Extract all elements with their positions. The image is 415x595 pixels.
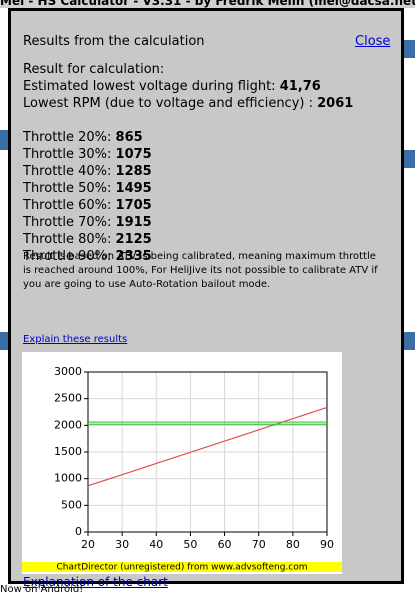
throttle-value: 2125 — [115, 232, 152, 247]
throttle-value: 1285 — [115, 164, 152, 179]
throttle-label: Throttle 80%: — [23, 232, 112, 247]
bg-bar — [401, 332, 415, 350]
voltage-line: Estimated lowest voltage during flight: … — [23, 79, 321, 94]
voltage-value: 41,76 — [279, 79, 321, 94]
throttle-label: Throttle 20%: — [23, 130, 112, 145]
throttle-label: Throttle 90%: — [23, 249, 112, 264]
x-tick-label: 90 — [320, 538, 334, 551]
throttle-value: 1705 — [115, 198, 152, 213]
y-tick-label: 2500 — [54, 392, 82, 405]
plot-frame — [87, 371, 328, 533]
x-tick-label: 30 — [115, 538, 129, 551]
chart-link[interactable]: Explanation of the chart — [23, 575, 168, 589]
throttle-row: Throttle 60%: 1705 — [23, 198, 152, 213]
result-heading: Result for calculation: — [23, 62, 165, 77]
x-tick-label: 60 — [218, 538, 232, 551]
window-title: Mel - HS Calculator - V3.31 - by Fredrik… — [0, 0, 415, 8]
y-tick-label: 0 — [75, 525, 82, 538]
throttle-value: 1495 — [115, 181, 152, 196]
x-tick-label: 40 — [149, 538, 163, 551]
throttle-label: Throttle 70%: — [23, 215, 112, 230]
dialog: Results from the calculation Close Resul… — [8, 8, 404, 589]
throttle-label: Throttle 60%: — [23, 198, 112, 213]
y-tick-label: 1000 — [54, 472, 82, 485]
throttle-value: 865 — [115, 130, 143, 145]
voltage-label: Estimated lowest voltage during flight: — [23, 79, 276, 94]
x-tick-label: 20 — [81, 538, 95, 551]
throttle-row: Throttle 90%: 2335 — [23, 249, 152, 264]
y-tick-label: 500 — [61, 498, 82, 511]
bg-bar — [401, 150, 415, 168]
bg-footer: Now on Android! — [0, 584, 84, 595]
throttle-row: Throttle 30%: 1075 — [23, 147, 152, 162]
throttle-row: Throttle 40%: 1285 — [23, 164, 152, 179]
bg-bar — [401, 40, 415, 58]
note: Result is based on ATV is being calibrat… — [23, 251, 378, 290]
throttle-row: Throttle 70%: 1915 — [23, 215, 152, 230]
close-link[interactable]: Close — [355, 34, 391, 49]
throttle-row: Throttle 50%: 1495 — [23, 181, 152, 196]
rpm-label: Lowest RPM (due to voltage and efficienc… — [23, 96, 313, 111]
x-tick-label: 50 — [183, 538, 197, 551]
bg-bar — [0, 332, 8, 350]
dialog-title: Results from the calculation — [23, 34, 205, 49]
explain-link[interactable]: Explain these results — [23, 334, 128, 345]
chart-footer: ChartDirector (unregistered) from www.ad… — [56, 563, 307, 573]
y-tick-label: 2000 — [54, 418, 82, 431]
throttle-label: Throttle 30%: — [23, 147, 112, 162]
throttle-label: Throttle 40%: — [23, 164, 112, 179]
throttle-row: Throttle 20%: 865 — [23, 130, 143, 145]
y-tick-label: 3000 — [54, 365, 82, 378]
bg-bar — [0, 130, 8, 150]
throttle-row: Throttle 80%: 2125 — [23, 232, 152, 247]
throttle-label: Throttle 50%: — [23, 181, 112, 196]
x-tick-label: 70 — [252, 538, 266, 551]
chart: ChartDirector (unregistered) from www.ad… — [22, 352, 342, 574]
rpm-value: 2061 — [317, 96, 354, 111]
rpm-line: Lowest RPM (due to voltage and efficienc… — [23, 96, 353, 111]
y-tick-label: 1500 — [54, 445, 82, 458]
window-title-text: Mel - HS Calculator - V3.31 - by Fredrik… — [0, 0, 415, 8]
throttle-value: 1915 — [115, 215, 152, 230]
series-line — [87, 406, 328, 487]
chart-footer-band — [22, 562, 342, 572]
x-tick-label: 80 — [286, 538, 300, 551]
throttle-value: 2335 — [115, 249, 152, 264]
throttle-value: 1075 — [115, 147, 152, 162]
